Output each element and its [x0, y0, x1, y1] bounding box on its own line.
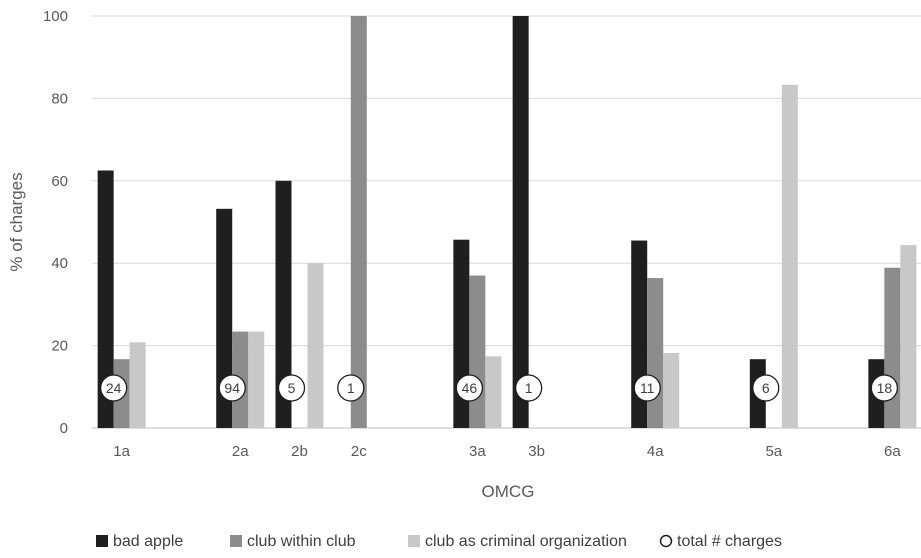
- total-charges-marker: [218, 374, 246, 402]
- total-charges-marker: [870, 374, 899, 402]
- total-charges-label: 6: [762, 380, 770, 396]
- x-axis-title: OMCG: [482, 482, 535, 501]
- y-tick-label: 60: [51, 173, 68, 190]
- x-tick-label: 4a: [647, 443, 664, 460]
- bar: [512, 16, 529, 428]
- legend-marker: [659, 534, 673, 548]
- x-axis-ticks: 1a 2a 2b 2c 3a 3b 4a 5a 6a: [113, 443, 901, 460]
- bar: [350, 16, 367, 428]
- y-tick-label: 0: [60, 420, 68, 437]
- bar: [275, 180, 292, 428]
- legend-swatch: [96, 535, 108, 547]
- total-charges-marker: [633, 374, 661, 402]
- legend-swatch: [408, 535, 420, 547]
- x-tick-label: 3b: [528, 443, 545, 460]
- total-charges-marker: [455, 374, 484, 402]
- total-charges-marker: [277, 374, 306, 402]
- legend: bad apple club within club club as crimina…: [96, 533, 782, 550]
- bar: [485, 356, 502, 428]
- legend-label: club as criminal organization: [425, 533, 627, 550]
- legend-label: bad apple: [113, 533, 183, 550]
- y-tick-label: 80: [51, 90, 68, 107]
- total-charges-markers: 24 94 5 1 46 1 11 6 18: [99, 374, 899, 402]
- x-tick-label: 1a: [113, 443, 130, 460]
- total-charges-label: 18: [877, 380, 893, 396]
- x-tick-label: 2c: [351, 443, 367, 460]
- bar: [307, 263, 324, 428]
- bar: [248, 331, 265, 428]
- bar: [884, 267, 901, 428]
- y-tick-label: 100: [43, 8, 68, 25]
- total-charges-label: 1: [347, 380, 355, 396]
- total-charges-marker: [99, 374, 128, 402]
- total-charges-label: 24: [106, 380, 122, 396]
- bar: [647, 278, 664, 428]
- bar: [781, 84, 798, 428]
- bar: [663, 353, 680, 428]
- y-axis-title: % of charges: [7, 172, 26, 271]
- legend-swatch: [230, 535, 242, 547]
- bar: [216, 208, 233, 428]
- bar: [900, 245, 917, 428]
- total-charges-label: 11: [640, 380, 655, 396]
- legend-label: club within club: [247, 533, 356, 550]
- total-charges-marker: [337, 374, 365, 402]
- y-tick-label: 20: [51, 338, 68, 355]
- x-tick-label: 3a: [469, 443, 486, 460]
- x-tick-label: 2a: [232, 443, 249, 460]
- total-charges-label: 5: [288, 380, 296, 396]
- bar: [129, 342, 146, 428]
- x-tick-label: 2b: [291, 443, 308, 460]
- x-tick-label: 6a: [884, 443, 901, 460]
- bars: [97, 16, 917, 428]
- x-tick-label: 5a: [765, 443, 782, 460]
- bar: [469, 275, 486, 428]
- legend-label: total # charges: [677, 533, 782, 550]
- bar: [97, 170, 114, 428]
- total-charges-label: 94: [224, 380, 240, 396]
- y-axis-ticks: 0 20 40 60 80 100: [43, 8, 68, 437]
- y-tick-label: 40: [51, 255, 68, 272]
- total-charges-label: 1: [525, 380, 533, 396]
- total-charges-label: 46: [462, 380, 478, 396]
- total-charges-marker: [752, 374, 780, 402]
- total-charges-marker: [514, 374, 543, 402]
